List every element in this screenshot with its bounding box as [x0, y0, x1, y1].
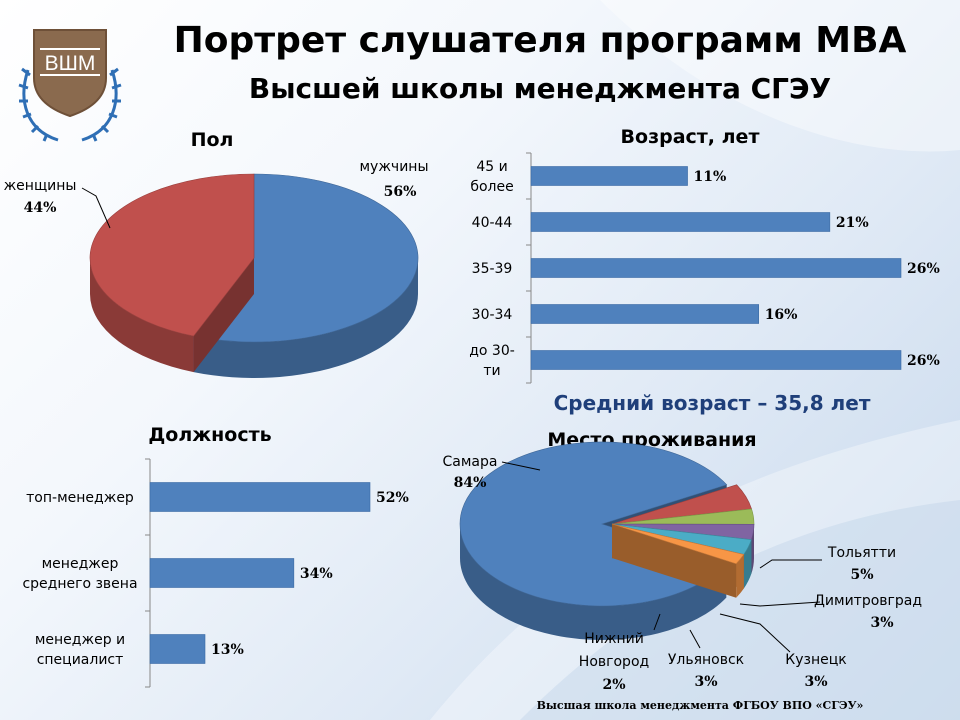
- pie-label: Кузнецк: [785, 652, 846, 668]
- logo-text: ВШМ: [45, 52, 96, 75]
- pie-value-label: 3%: [870, 615, 893, 631]
- pie-label: Димитровград: [814, 593, 922, 609]
- bar-value-label: 13%: [211, 642, 244, 658]
- pie-label: Тольятти: [827, 545, 896, 561]
- footer-text: Высшая школа менеджмента ФГБОУ ВПО «СГЭУ…: [537, 699, 864, 712]
- leader-line: [719, 613, 791, 653]
- bar: [149, 482, 371, 512]
- leader-line: [689, 629, 701, 649]
- bar-value-label: 26%: [907, 353, 940, 369]
- bar-value-label: 26%: [907, 261, 940, 277]
- leader-line: [653, 613, 661, 631]
- pie-value-label: 84%: [454, 475, 487, 491]
- pie-slice-1: [89, 173, 255, 373]
- pie-label: Ульяновск: [668, 652, 744, 668]
- pie-label: женщины: [4, 178, 77, 194]
- category-label: 30-34: [472, 307, 513, 323]
- bar-value-label: 52%: [376, 490, 409, 506]
- average-age-label: Средний возраст – 35,8 лет: [554, 391, 871, 415]
- bar-value-label: 16%: [765, 307, 798, 323]
- bar: [149, 558, 295, 588]
- pie-label: Самара: [443, 454, 498, 470]
- pie-value-label: 3%: [694, 674, 717, 690]
- bar-value-label: 34%: [300, 566, 333, 582]
- pie-slice-wall: [193, 258, 254, 373]
- pie-slice-rim: [736, 554, 744, 598]
- leader-line: [81, 187, 111, 229]
- bar: [530, 212, 831, 232]
- pie-slice-top: [611, 523, 745, 565]
- pie-slice-top: [193, 173, 419, 343]
- pie-slice-rim: [193, 258, 418, 378]
- bar: [530, 166, 688, 186]
- pie-slice-rim: [751, 524, 754, 574]
- bar: [530, 258, 902, 278]
- page-title-line2: Высшей школы менеджмента СГЭУ: [249, 72, 831, 105]
- leader-line: [759, 559, 822, 569]
- pie-value-label: 44%: [24, 200, 57, 216]
- bar-value-label: 11%: [694, 169, 727, 185]
- chart-title: Пол: [191, 129, 234, 151]
- shield-icon: [33, 29, 107, 118]
- pie-label: Нижний: [584, 631, 644, 647]
- pie-slice-rim: [89, 258, 194, 373]
- category-label: менеджер: [42, 556, 119, 572]
- pie-value-label: 2%: [602, 677, 625, 693]
- chart-title: Возраст, лет: [621, 126, 760, 148]
- category-label: ти: [483, 363, 500, 379]
- category-label: более: [470, 179, 513, 195]
- category-label: до 30-: [469, 343, 515, 359]
- chart-title: Должность: [148, 424, 271, 446]
- pie-value-label: 56%: [384, 184, 417, 200]
- category-label: топ-менеджер: [26, 490, 134, 506]
- category-label: специалист: [37, 652, 124, 668]
- pie-label: мужчины: [359, 159, 428, 175]
- position-bar-chart: Должность 52% топ-менеджер 34% менеджер средн…: [22, 424, 409, 688]
- bar: [530, 350, 902, 370]
- bar-value-label: 21%: [836, 215, 869, 231]
- pie-slice-top: [89, 173, 255, 337]
- bar: [149, 634, 206, 664]
- pie-slice-wall: [612, 524, 737, 598]
- pie-label: Новгород: [579, 654, 649, 670]
- pie-slice-5: [611, 523, 745, 598]
- category-label: среднего звена: [22, 576, 137, 592]
- pie-value-label: 3%: [804, 674, 827, 690]
- category-label: менеджер и: [35, 632, 125, 648]
- category-label: 45 и: [476, 159, 507, 175]
- age-bar-chart: Возраст, лет 11% 45 и более 21% 40-44 26% 35-39…: [469, 126, 940, 384]
- pie-value-label: 5%: [850, 567, 873, 583]
- category-label: 35-39: [472, 261, 513, 277]
- leader-line: [501, 461, 541, 471]
- pie-slice-rim: [460, 523, 727, 640]
- gender-pie-chart: Пол мужчины 56% женщины 44%: [4, 129, 429, 378]
- leader-line: [739, 601, 821, 607]
- bar: [530, 304, 759, 324]
- page-title-line1: Портрет слушателя программ MBA: [174, 20, 907, 61]
- residence-pie-chart: Место проживанияСамара84%Тольятти5%Димит…: [443, 429, 923, 693]
- vshm-logo: ВШМ: [18, 29, 122, 142]
- category-label: 40-44: [472, 215, 513, 231]
